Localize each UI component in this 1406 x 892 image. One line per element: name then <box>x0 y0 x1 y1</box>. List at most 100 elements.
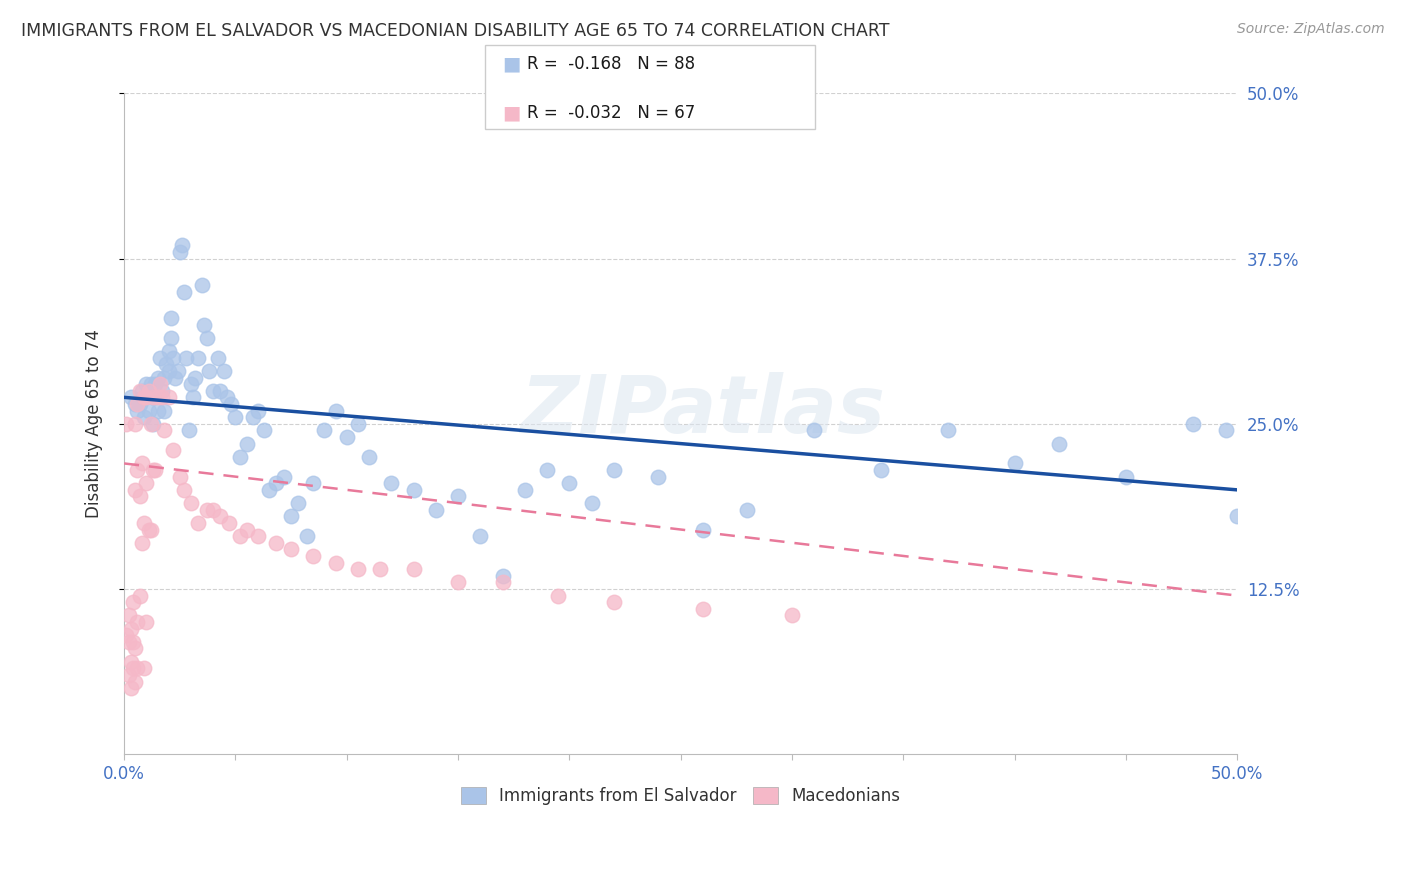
Point <box>115 417 138 431</box>
Point <box>155 357 177 371</box>
Point <box>120 390 142 404</box>
Point <box>280 509 302 524</box>
Point <box>173 483 195 497</box>
Point <box>134 390 156 404</box>
Point <box>491 568 513 582</box>
Point <box>208 384 231 398</box>
Point <box>325 403 347 417</box>
Y-axis label: Disability Age 65 to 74: Disability Age 65 to 74 <box>86 329 103 518</box>
Point <box>470 529 492 543</box>
Point <box>1047 436 1070 450</box>
Text: Source: ZipAtlas.com: Source: ZipAtlas.com <box>1237 22 1385 37</box>
Point <box>603 463 626 477</box>
Point <box>202 384 225 398</box>
Point <box>257 483 280 497</box>
Point <box>180 377 202 392</box>
Point <box>402 483 425 497</box>
Point <box>302 476 325 491</box>
Point <box>146 370 169 384</box>
Point <box>187 351 209 365</box>
Point <box>547 589 569 603</box>
Point <box>214 364 236 378</box>
Point <box>124 641 146 656</box>
Point <box>229 529 252 543</box>
Legend: Immigrants from El Salvador, Macedonians: Immigrants from El Salvador, Macedonians <box>454 780 907 812</box>
Point <box>1249 469 1271 483</box>
Point <box>264 535 287 549</box>
Point <box>280 542 302 557</box>
Point <box>146 403 169 417</box>
Point <box>162 443 184 458</box>
Point <box>124 674 146 689</box>
Point <box>135 615 157 629</box>
Point <box>128 490 150 504</box>
Point <box>135 390 157 404</box>
Text: R =  -0.168   N = 88: R = -0.168 N = 88 <box>527 55 696 73</box>
Point <box>692 523 714 537</box>
Point <box>558 476 581 491</box>
Point <box>162 351 184 365</box>
Point <box>149 377 172 392</box>
Point <box>134 410 156 425</box>
Point <box>380 476 402 491</box>
Point <box>153 370 176 384</box>
Point <box>122 635 145 649</box>
Text: R =  -0.032   N = 67: R = -0.032 N = 67 <box>527 104 696 122</box>
Point <box>202 502 225 516</box>
Point <box>117 635 139 649</box>
Point <box>139 377 162 392</box>
Point <box>1226 509 1249 524</box>
Point <box>219 397 242 411</box>
Point <box>191 278 214 293</box>
Point <box>157 364 180 378</box>
Point <box>115 628 138 642</box>
Point <box>215 390 238 404</box>
Point <box>139 523 162 537</box>
Point <box>242 410 264 425</box>
Point <box>117 608 139 623</box>
Point <box>142 390 165 404</box>
Point <box>135 476 157 491</box>
Point <box>246 529 269 543</box>
Point <box>142 417 165 431</box>
Point <box>581 496 603 510</box>
Point <box>131 535 153 549</box>
Point <box>513 483 536 497</box>
Point <box>150 390 173 404</box>
Point <box>165 370 187 384</box>
Point <box>224 410 246 425</box>
Point <box>122 661 145 675</box>
Point <box>936 424 959 438</box>
Point <box>536 463 558 477</box>
Point <box>273 469 295 483</box>
Point <box>173 285 195 299</box>
Point <box>184 370 207 384</box>
Point <box>870 463 893 477</box>
Point <box>122 595 145 609</box>
Point <box>166 364 188 378</box>
Point <box>780 608 803 623</box>
Point <box>127 615 149 629</box>
Point <box>157 344 180 359</box>
Point <box>170 238 193 252</box>
Point <box>138 403 160 417</box>
Point <box>138 523 160 537</box>
Point <box>347 417 370 431</box>
Point <box>208 509 231 524</box>
Point <box>160 311 183 326</box>
Point <box>127 397 149 411</box>
Point <box>153 424 176 438</box>
Point <box>347 562 370 576</box>
Point <box>150 384 173 398</box>
Point <box>357 450 380 464</box>
Point <box>218 516 240 530</box>
Point <box>193 318 215 332</box>
Point <box>647 469 669 483</box>
Point <box>117 668 139 682</box>
Text: ■: ■ <box>502 54 520 74</box>
Point <box>127 403 149 417</box>
Point <box>143 463 166 477</box>
Point <box>314 424 336 438</box>
Point <box>491 575 513 590</box>
Text: ZIPatlas: ZIPatlas <box>520 372 886 450</box>
